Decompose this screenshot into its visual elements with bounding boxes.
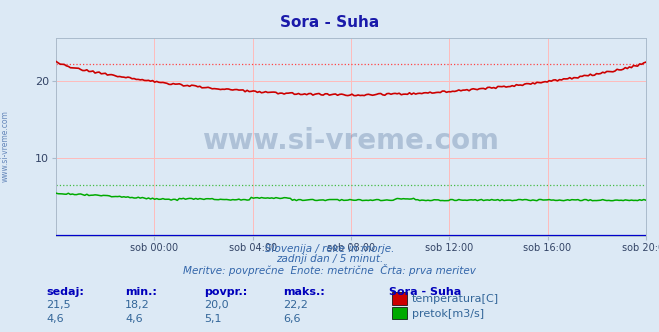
Text: 20,0: 20,0 [204, 300, 229, 310]
Text: www.si-vreme.com: www.si-vreme.com [1, 110, 10, 182]
Text: Sora - Suha: Sora - Suha [280, 15, 379, 30]
Text: sedaj:: sedaj: [46, 287, 84, 297]
Text: maks.:: maks.: [283, 287, 325, 297]
Text: pretok[m3/s]: pretok[m3/s] [412, 309, 484, 319]
Text: www.si-vreme.com: www.si-vreme.com [202, 127, 500, 155]
Text: 18,2: 18,2 [125, 300, 150, 310]
Text: min.:: min.: [125, 287, 157, 297]
Text: Meritve: povprečne  Enote: metrične  Črta: prva meritev: Meritve: povprečne Enote: metrične Črta:… [183, 264, 476, 276]
Text: Slovenija / reke in morje.: Slovenija / reke in morje. [265, 244, 394, 254]
Text: 6,6: 6,6 [283, 314, 301, 324]
Text: Sora - Suha: Sora - Suha [389, 287, 461, 297]
Text: povpr.:: povpr.: [204, 287, 248, 297]
Text: 4,6: 4,6 [125, 314, 143, 324]
Text: temperatura[C]: temperatura[C] [412, 294, 499, 304]
Text: 4,6: 4,6 [46, 314, 64, 324]
Text: 5,1: 5,1 [204, 314, 222, 324]
Text: 21,5: 21,5 [46, 300, 71, 310]
Text: zadnji dan / 5 minut.: zadnji dan / 5 minut. [276, 254, 383, 264]
Text: 22,2: 22,2 [283, 300, 308, 310]
